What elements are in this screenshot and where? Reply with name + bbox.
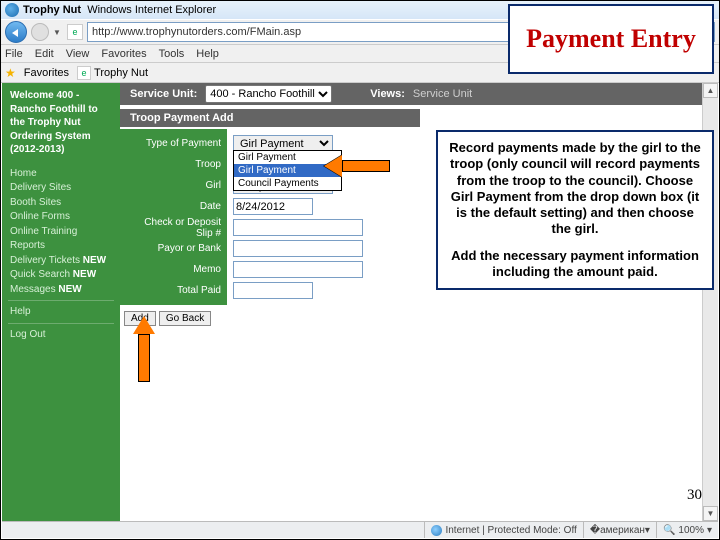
label-girl: Girl [126,175,221,196]
menu-view[interactable]: View [66,48,90,60]
status-misc[interactable]: �американ▾ [583,522,656,538]
label-check: Check or Deposit Slip # [126,217,221,238]
ie-icon [5,3,19,17]
nav-history-dropdown-icon[interactable]: ▼ [53,28,63,37]
forward-button[interactable] [31,23,49,41]
callout-title-box: Payment Entry [508,4,714,74]
sidebar-item-delivery-sites[interactable]: Delivery Sites [10,181,112,195]
scroll-down-icon[interactable]: ▼ [703,506,718,521]
status-zone: Internet | Protected Mode: Off [424,522,582,538]
go-back-button[interactable]: Go Back [159,311,211,326]
sidebar-item-delivery-tickets[interactable]: Delivery Tickets [10,254,112,268]
service-unit-select[interactable]: 400 - Rancho Foothill [205,85,332,103]
label-troop: Troop [126,154,221,175]
sidebar-item-help[interactable]: Help [10,305,112,319]
favorites-label[interactable]: Favorites [24,67,69,79]
back-button[interactable] [5,21,27,43]
menu-favorites[interactable]: Favorites [101,48,146,60]
form-buttons: Add Go Back [120,311,718,326]
sidebar: Welcome 400 - Rancho Foothill to the Tro… [2,83,120,521]
sidebar-item-messages[interactable]: Messages [10,283,112,297]
callout-paragraph-2: Add the necessary payment information in… [448,248,702,281]
label-type: Type of Payment [126,133,221,154]
memo-input[interactable] [233,261,363,278]
sidebar-item-quick-search[interactable]: Quick Search [10,268,112,282]
internet-zone-icon [431,525,442,536]
service-unit-label: Service Unit: [130,88,197,100]
callout-body-box: Record payments made by the girl to the … [436,130,714,290]
date-input[interactable] [233,198,313,215]
sidebar-item-online-training[interactable]: Online Training [10,225,112,239]
menu-edit[interactable]: Edit [35,48,54,60]
sidebar-item-booth-sites[interactable]: Booth Sites [10,196,112,210]
status-zoom[interactable]: 🔍 100% ▾ [656,522,718,538]
label-memo: Memo [126,259,221,280]
panel-title: Troop Payment Add [120,109,420,127]
tab-title: Trophy Nut [94,67,148,79]
views-value[interactable]: Service Unit [413,88,472,100]
menu-help[interactable]: Help [196,48,219,60]
sidebar-welcome: Welcome 400 - Rancho Foothill to the Tro… [10,89,112,157]
favorites-star-icon[interactable]: ★ [5,66,16,80]
label-total: Total Paid [126,280,221,301]
status-bar: Internet | Protected Mode: Off �американ… [2,521,718,538]
form-field-column: Girl Payment Mary Smith Girl Payment Gir… [227,129,369,305]
dropdown-option[interactable]: Council Payments [234,177,341,190]
total-paid-input[interactable] [233,282,313,299]
sidebar-item-online-forms[interactable]: Online Forms [10,210,112,224]
callout-title-text: Payment Entry [526,25,696,52]
sidebar-item-home[interactable]: Home [10,167,112,181]
label-payor: Payor or Bank [126,238,221,259]
slide-number: 30 [687,487,702,504]
context-strip: Service Unit: 400 - Rancho Foothill View… [120,83,718,105]
menu-tools[interactable]: Tools [159,48,185,60]
sidebar-item-reports[interactable]: Reports [10,239,112,253]
callout-paragraph-1: Record payments made by the girl to the … [448,140,702,238]
scroll-up-icon[interactable]: ▲ [703,83,718,98]
check-input[interactable] [233,219,363,236]
label-date: Date [126,196,221,217]
views-label: Views: [370,88,405,100]
sidebar-item-logout[interactable]: Log Out [10,328,112,342]
page-tab[interactable]: e Trophy Nut [77,66,148,80]
form-label-column: Type of Payment Troop Girl Date Check or… [120,129,227,305]
page-favicon-icon: e [67,24,83,40]
payor-input[interactable] [233,240,363,257]
menu-file[interactable]: File [5,48,23,60]
tab-favicon-icon: e [77,66,91,80]
